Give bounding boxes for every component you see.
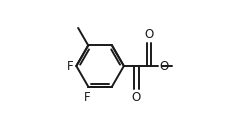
Text: F: F <box>66 60 73 72</box>
Text: O: O <box>144 28 153 41</box>
Text: O: O <box>131 91 140 104</box>
Text: F: F <box>83 91 90 103</box>
Text: O: O <box>159 60 168 72</box>
